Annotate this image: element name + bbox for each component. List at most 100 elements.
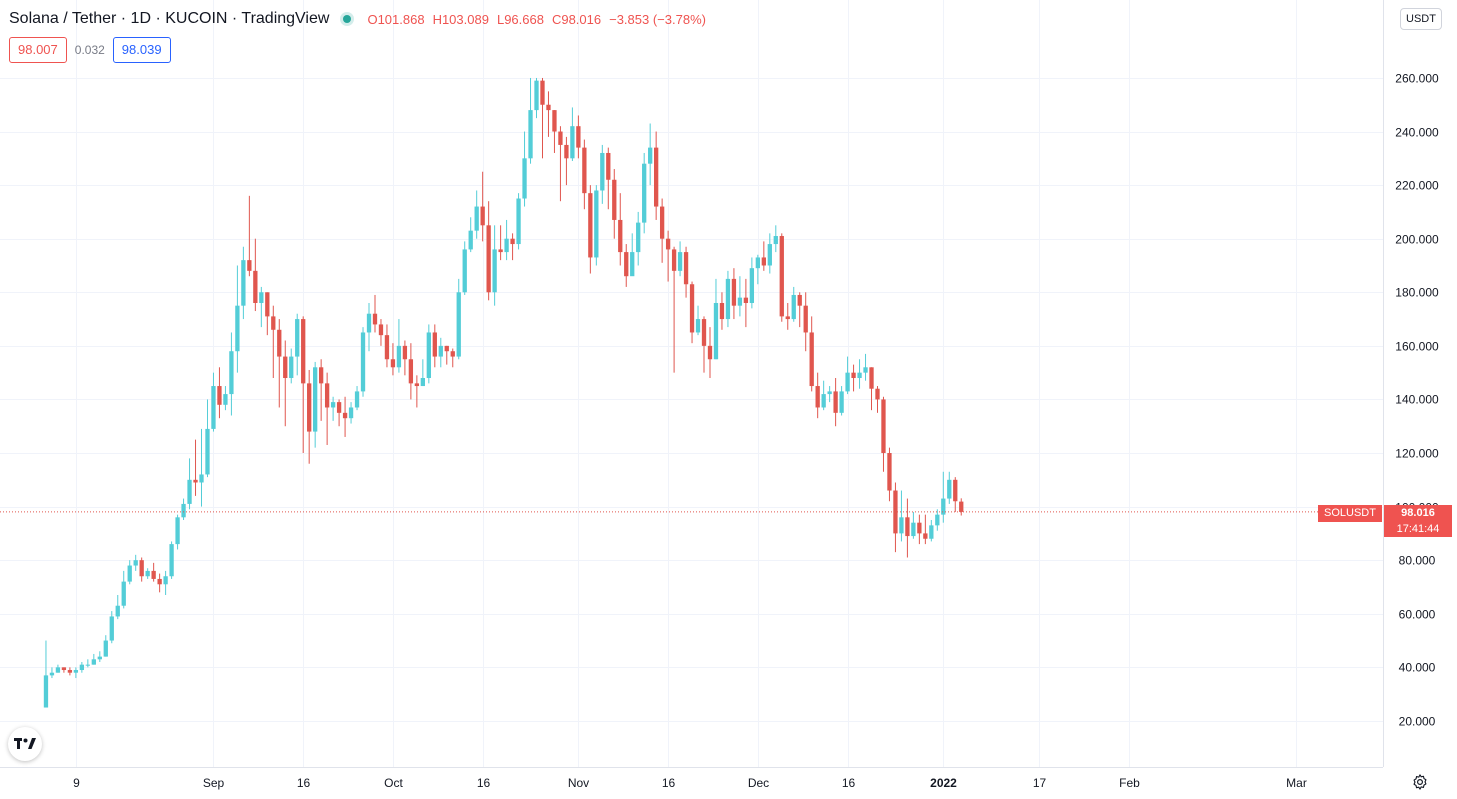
candle	[618, 193, 623, 266]
candle-body	[330, 402, 336, 408]
candle	[755, 254, 761, 285]
candle	[725, 270, 731, 328]
candle-body	[438, 345, 443, 357]
candle	[707, 327, 713, 379]
price-axis[interactable]: 20.00040.00060.00080.000100.000120.00014…	[1383, 0, 1440, 767]
candle-body	[773, 236, 778, 245]
candle-body	[402, 345, 408, 360]
candle	[55, 664, 61, 673]
candle	[953, 477, 958, 512]
candle	[336, 399, 342, 427]
tradingview-logo-icon[interactable]	[8, 727, 42, 761]
candle	[444, 345, 449, 365]
candle	[540, 77, 545, 159]
sell-button[interactable]: 98.007	[9, 37, 67, 63]
candle-body	[671, 249, 677, 271]
candle-body	[725, 278, 731, 320]
price-tick-label: 160.000	[1395, 340, 1439, 354]
candle-body	[899, 517, 904, 534]
candle	[653, 131, 659, 220]
candle	[594, 185, 599, 266]
candle-body	[498, 249, 503, 253]
candle	[767, 233, 772, 274]
candle	[79, 661, 85, 673]
candle-body	[719, 302, 725, 320]
candle	[761, 241, 766, 271]
candle	[833, 378, 838, 427]
ohlc-values: O101.868 H103.089 L96.668 C98.016 −3.853…	[367, 11, 706, 27]
symbol-price-label: SOLUSDT	[1318, 505, 1382, 522]
candle	[390, 343, 396, 376]
candle-body	[893, 490, 898, 534]
candle	[277, 319, 282, 408]
candle-body	[701, 319, 707, 346]
time-tick-label: 16	[662, 776, 676, 790]
candle	[396, 319, 402, 373]
candle	[773, 225, 778, 253]
candle	[642, 152, 647, 234]
candle-body	[677, 252, 683, 271]
candle	[241, 246, 246, 320]
candle-body	[636, 222, 641, 253]
candle	[522, 131, 527, 207]
candle-body	[301, 319, 306, 384]
candle-body	[863, 367, 868, 373]
candle-body	[109, 616, 114, 641]
candle	[803, 292, 808, 352]
high-value: 103.089	[441, 11, 489, 27]
currency-button[interactable]: USDT	[1400, 8, 1442, 30]
candle-body	[145, 570, 150, 577]
candle-body	[187, 479, 192, 504]
candle-body	[761, 257, 766, 266]
candle	[378, 319, 384, 346]
candle-body	[642, 163, 647, 223]
candle	[863, 353, 868, 381]
candle	[295, 313, 300, 376]
candle	[301, 316, 306, 454]
candle-body	[576, 126, 581, 148]
candle	[432, 324, 437, 368]
candle-body	[845, 372, 850, 392]
candle	[181, 498, 186, 520]
time-tick-label: 9	[73, 776, 80, 790]
time-tick-label: Feb	[1119, 776, 1140, 790]
candles	[0, 77, 1383, 708]
candle	[821, 380, 826, 411]
candle	[570, 107, 575, 162]
candle-body	[881, 399, 886, 454]
candle	[193, 439, 198, 496]
candle	[941, 471, 946, 523]
candle	[348, 402, 354, 424]
last-price-label: 98.016 17:41:44	[1384, 505, 1452, 537]
candle-body	[372, 313, 378, 325]
candle-body	[917, 522, 922, 534]
candle-body	[755, 257, 761, 269]
candle-body	[839, 391, 844, 413]
candle-body	[522, 158, 527, 199]
candle	[689, 281, 695, 344]
symbol-title[interactable]: Solana / Tether · 1D · KUCOIN · TradingV…	[9, 10, 330, 27]
candle	[612, 169, 617, 239]
candle-body	[73, 670, 79, 673]
candle-body	[935, 514, 940, 526]
candle	[528, 77, 533, 164]
open-value: 101.868	[377, 11, 425, 27]
buy-button[interactable]: 98.039	[112, 37, 171, 63]
candle	[97, 651, 102, 662]
candle-body	[289, 356, 294, 379]
price-tick-label: 260.000	[1395, 72, 1439, 86]
time-axis[interactable]: 9 Sep 16 Oct 16 Nov 16 Dec 16 2022 17 Feb Mar	[0, 767, 1383, 791]
candle-body	[827, 391, 832, 395]
candle-body	[133, 560, 138, 566]
candle	[923, 514, 928, 545]
candle-body	[570, 126, 575, 159]
gear-icon[interactable]	[1408, 770, 1432, 794]
time-tick-label: Sep	[203, 776, 225, 790]
candle-body	[307, 383, 312, 432]
candle-body	[630, 252, 635, 277]
candle	[564, 136, 569, 186]
price-tick-label: 60.000	[1399, 608, 1436, 622]
price-tick-label: 80.000	[1399, 554, 1436, 568]
price-tick-label: 220.000	[1395, 179, 1439, 193]
